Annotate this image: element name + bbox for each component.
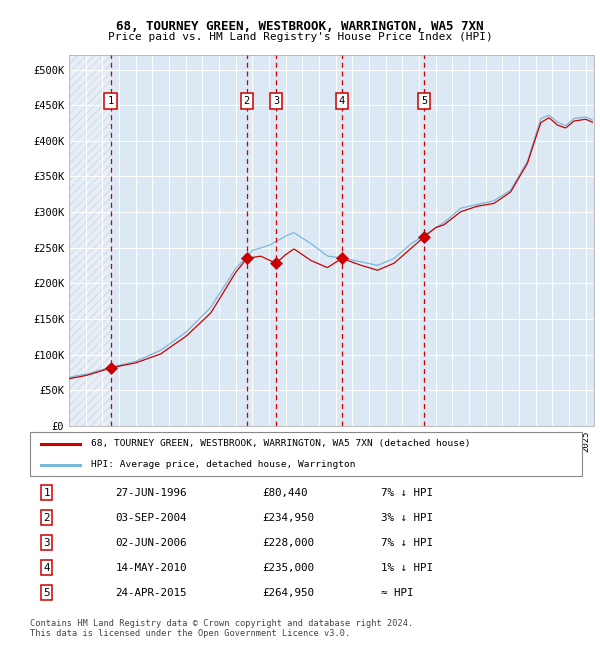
Text: 03-SEP-2004: 03-SEP-2004 — [116, 513, 187, 523]
Text: 4: 4 — [43, 563, 50, 573]
Text: 2: 2 — [43, 513, 50, 523]
Text: HPI: Average price, detached house, Warrington: HPI: Average price, detached house, Warr… — [91, 460, 355, 469]
Text: 4: 4 — [339, 96, 345, 106]
Text: 7% ↓ HPI: 7% ↓ HPI — [380, 488, 433, 497]
Text: ≈ HPI: ≈ HPI — [380, 588, 413, 597]
Text: Contains HM Land Registry data © Crown copyright and database right 2024.
This d: Contains HM Land Registry data © Crown c… — [30, 619, 413, 638]
Text: 1: 1 — [43, 488, 50, 497]
Text: 3% ↓ HPI: 3% ↓ HPI — [380, 513, 433, 523]
Text: Price paid vs. HM Land Registry's House Price Index (HPI): Price paid vs. HM Land Registry's House … — [107, 32, 493, 42]
Text: 27-JUN-1996: 27-JUN-1996 — [116, 488, 187, 497]
Text: 02-JUN-2006: 02-JUN-2006 — [116, 538, 187, 547]
Text: 68, TOURNEY GREEN, WESTBROOK, WARRINGTON, WA5 7XN: 68, TOURNEY GREEN, WESTBROOK, WARRINGTON… — [116, 20, 484, 32]
Text: £234,950: £234,950 — [262, 513, 314, 523]
Text: 2: 2 — [244, 96, 250, 106]
FancyBboxPatch shape — [30, 432, 582, 476]
Text: 7% ↓ HPI: 7% ↓ HPI — [380, 538, 433, 547]
Text: 24-APR-2015: 24-APR-2015 — [116, 588, 187, 597]
Text: £264,950: £264,950 — [262, 588, 314, 597]
Text: £235,000: £235,000 — [262, 563, 314, 573]
Text: 1: 1 — [107, 96, 113, 106]
Text: 3: 3 — [273, 96, 279, 106]
Text: 14-MAY-2010: 14-MAY-2010 — [116, 563, 187, 573]
Text: £80,440: £80,440 — [262, 488, 307, 497]
Text: 5: 5 — [43, 588, 50, 597]
Text: 1% ↓ HPI: 1% ↓ HPI — [380, 563, 433, 573]
Text: 5: 5 — [421, 96, 427, 106]
Text: 3: 3 — [43, 538, 50, 547]
Text: £228,000: £228,000 — [262, 538, 314, 547]
Text: 68, TOURNEY GREEN, WESTBROOK, WARRINGTON, WA5 7XN (detached house): 68, TOURNEY GREEN, WESTBROOK, WARRINGTON… — [91, 439, 470, 448]
